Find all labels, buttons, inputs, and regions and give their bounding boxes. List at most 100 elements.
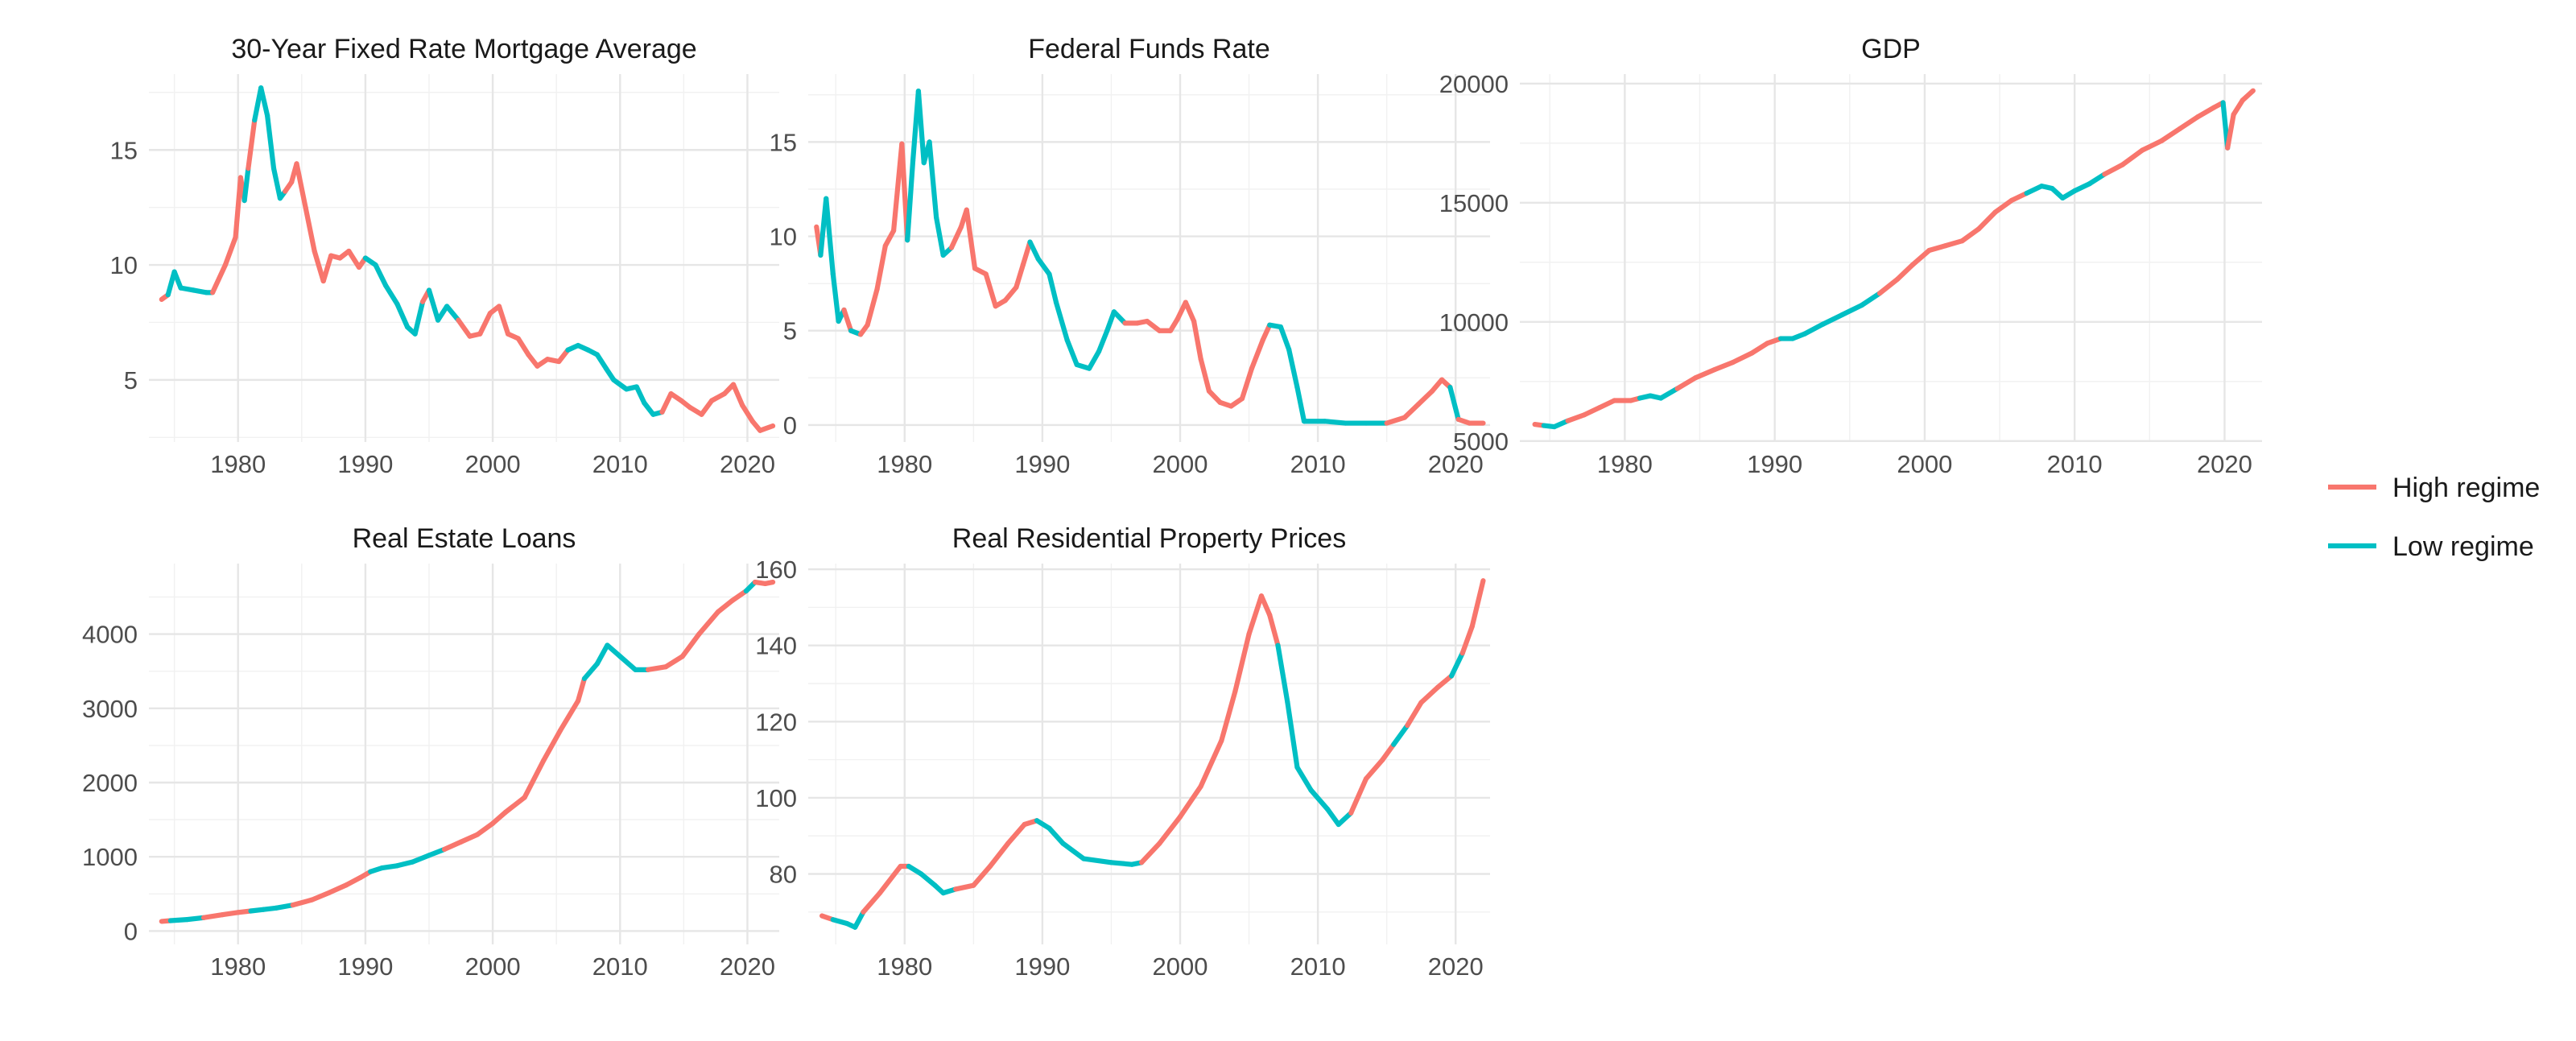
high-regime-segment: [1232, 631, 1252, 694]
low-regime-segment: [1081, 856, 1114, 865]
low-regime-segment: [617, 654, 638, 672]
x-tick-label: 2020: [1428, 450, 1484, 478]
y-tick-label: 80: [770, 860, 797, 888]
high-regime-segment: [1418, 684, 1441, 705]
y-tick-label: 0: [783, 411, 797, 440]
high-regime-segment: [2225, 112, 2236, 151]
low-regime-segment: [1448, 651, 1465, 679]
legend: High regime Low regime: [2328, 473, 2540, 562]
x-tick-label: 1990: [1014, 450, 1070, 478]
high-regime-segment: [496, 304, 511, 337]
y-tick-label: 15: [110, 136, 138, 164]
high-regime-segment: [515, 336, 531, 357]
high-regime-segment: [1206, 388, 1223, 405]
panel-2: Federal Funds Rate 1980 1990 2000 2010 2020 0 5…: [770, 34, 1490, 478]
legend-item-low: Low regime: [2328, 531, 2534, 562]
x-tick-label: 2000: [1897, 450, 1952, 478]
low-regime-segment: [444, 304, 461, 323]
x-tick-label: 2000: [465, 450, 521, 478]
high-regime-segment: [1157, 814, 1183, 846]
high-regime-segment: [1895, 262, 1916, 282]
x-tick-label: 1990: [337, 450, 393, 478]
high-regime-segment: [882, 228, 897, 249]
x-tick-label: 1980: [210, 450, 266, 478]
low-regime-segment: [435, 304, 450, 323]
x-tick-label: 2010: [592, 450, 648, 478]
y-tick-label: 1000: [82, 843, 138, 871]
high-regime-segment: [290, 897, 315, 908]
low-regime-segment: [1111, 309, 1128, 326]
high-regime-segment: [1992, 197, 2015, 215]
x-tick-label: 2020: [1428, 952, 1484, 981]
legend-item-high: High regime: [2328, 473, 2540, 503]
low-regime-segment: [2072, 181, 2092, 194]
low-regime-segment: [1046, 825, 1066, 846]
x-tick-label: 1990: [1014, 952, 1070, 981]
low-regime-segment: [634, 384, 647, 406]
high-regime-segment: [1191, 318, 1203, 361]
low-regime-segment: [167, 917, 190, 923]
y-tick-label: 4000: [82, 621, 138, 649]
x-tick-label: 1990: [337, 952, 393, 981]
low-regime-segment: [1278, 324, 1292, 353]
panel-title: GDP: [1861, 34, 1921, 64]
high-regime-segment: [475, 820, 496, 837]
low-regime-segment: [1391, 722, 1410, 747]
low-regime-segment: [1104, 309, 1117, 333]
low-regime-segment: [394, 301, 411, 330]
high-regime-segment: [1239, 366, 1255, 402]
high-regime-segment: [309, 890, 332, 903]
x-tick-label: 1980: [1597, 450, 1653, 478]
low-regime-segment: [1053, 299, 1070, 343]
high-regime-segment: [312, 248, 326, 284]
high-regime-segment: [222, 234, 238, 268]
x-tick-label: 2010: [2047, 450, 2103, 478]
high-regime-segment: [1384, 415, 1408, 426]
high-regime-segment: [522, 758, 547, 800]
high-regime-segment: [874, 243, 888, 292]
low-regime-segment: [1286, 347, 1300, 390]
high-regime-segment: [1959, 226, 1982, 244]
low-regime-segment: [1308, 787, 1331, 812]
y-tick-label: 15: [770, 128, 797, 156]
high-regime-segment: [458, 832, 481, 845]
low-regime-segment: [927, 139, 939, 221]
high-regime-segment: [200, 912, 225, 920]
high-regime-segment: [1581, 405, 1602, 418]
x-tick-label: 2010: [592, 952, 648, 981]
low-regime-segment: [426, 846, 448, 858]
low-regime-segment: [1035, 256, 1052, 277]
high-regime-segment: [541, 728, 564, 763]
high-regime-segment: [575, 675, 588, 704]
high-regime-segment: [1198, 356, 1212, 394]
high-regime-segment: [762, 579, 776, 586]
x-tick-label: 2010: [1290, 952, 1346, 981]
low-regime-segment: [1294, 764, 1314, 793]
low-regime-segment: [412, 299, 426, 337]
high-regime-segment: [1674, 375, 1699, 391]
high-regime-segment: [557, 698, 581, 733]
high-regime-segment: [729, 589, 749, 604]
y-tick-label: 15000: [1439, 189, 1509, 217]
low-regime-segment: [265, 113, 277, 171]
high-regime-segment: [1219, 688, 1238, 744]
low-regime-segment: [852, 909, 866, 930]
high-regime-segment: [2177, 114, 2201, 132]
x-tick-label: 1980: [877, 450, 932, 478]
low-regime-segment: [1447, 384, 1461, 422]
low-regime-segment: [242, 166, 251, 204]
x-tick-label: 2020: [720, 952, 775, 981]
high-regime-segment: [1942, 238, 1965, 249]
y-tick-label: 10000: [1439, 308, 1509, 337]
high-regime-segment: [1183, 299, 1197, 324]
y-tick-label: 140: [755, 632, 797, 660]
high-regime-segment: [1002, 284, 1019, 304]
high-regime-segment: [327, 882, 349, 895]
low-regime-segment: [2024, 184, 2045, 196]
high-regime-segment: [659, 390, 674, 415]
high-regime-segment: [1249, 337, 1265, 371]
x-tick-label: 2010: [1290, 450, 1346, 478]
high-regime-segment: [1402, 402, 1422, 420]
low-regime-segment: [824, 196, 836, 277]
panel-5: Real Residential Property Prices 1980 1990…: [755, 523, 1490, 981]
